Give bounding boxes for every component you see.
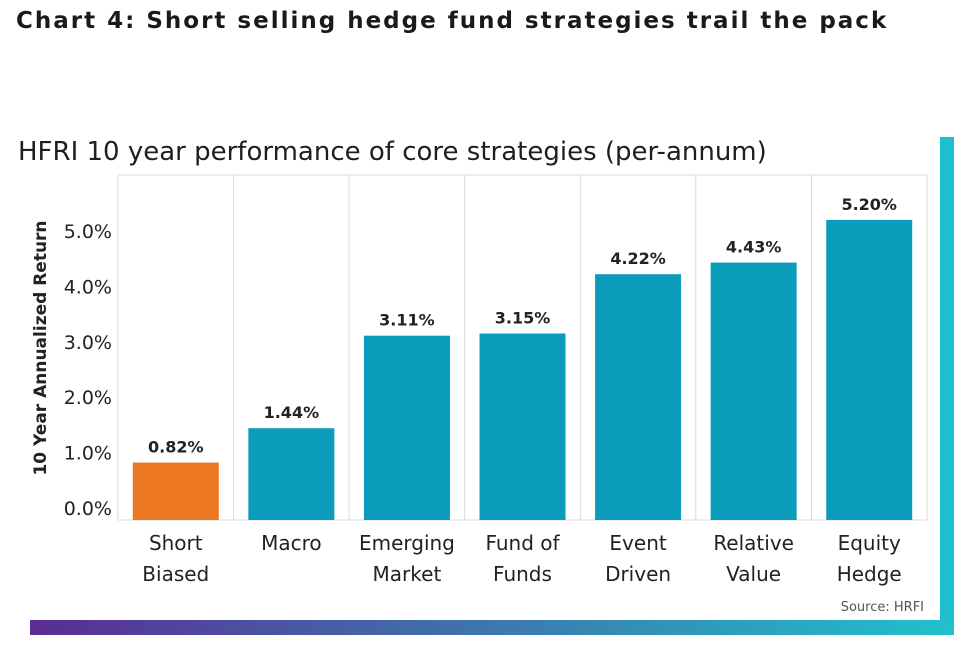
category-label: Value [726,562,781,586]
y-axis-label: 10 Year Annualized Return [31,220,51,475]
y-tick-label: 3.0% [64,332,112,354]
y-axis-ticks: 0.0% 1.0% 2.0% 3.0% 4.0% 5.0% [64,221,112,520]
category-label: Driven [605,562,671,586]
bar [595,274,682,520]
y-tick-label: 0.0% [64,498,112,520]
category-label: Biased [142,562,209,586]
category-label: Equity [838,531,901,555]
chart-title: HFRI 10 year performance of core strateg… [18,137,767,167]
value-label: 1.44% [264,403,320,422]
bar [710,262,797,520]
source-note: Source: HRFI [841,600,924,615]
y-tick-label: 1.0% [64,443,112,465]
y-tick-label: 4.0% [64,276,112,298]
value-label: 3.15% [495,308,551,327]
value-label: 0.82% [148,438,204,457]
category-label: Emerging [359,531,455,555]
bar [132,462,219,520]
side-accent-bar [940,137,954,620]
category-label: Macro [261,531,322,555]
category-label: Funds [493,562,552,586]
bottom-accent-bar [30,620,954,635]
category-label: Hedge [837,562,902,586]
value-label: 5.20% [841,195,897,214]
category-grid [233,175,812,520]
category-label: Fund of [485,531,560,555]
bar [479,333,566,520]
bar [248,428,335,520]
bar [363,335,450,520]
page-title: Chart 4: Short selling hedge fund strate… [16,8,889,34]
bar [826,219,913,521]
value-label: 3.11% [379,311,435,330]
x-axis-labels: Short Biased Macro Emerging Market Fund of Fun… [142,531,901,586]
value-label: 4.43% [726,238,782,257]
value-label: 4.22% [610,249,666,268]
category-label: Market [373,562,442,586]
y-tick-label: 2.0% [64,387,112,409]
bar-chart: HFRI 10 year performance of core strateg… [18,137,954,635]
category-label: Short [149,531,203,555]
category-label: Relative [713,531,794,555]
category-label: Event [609,531,666,555]
y-tick-label: 5.0% [64,221,112,243]
value-labels: 0.82% 1.44% 3.11% 3.15% 4.22% 4.43% 5.20% [148,195,897,457]
bars [132,219,913,521]
